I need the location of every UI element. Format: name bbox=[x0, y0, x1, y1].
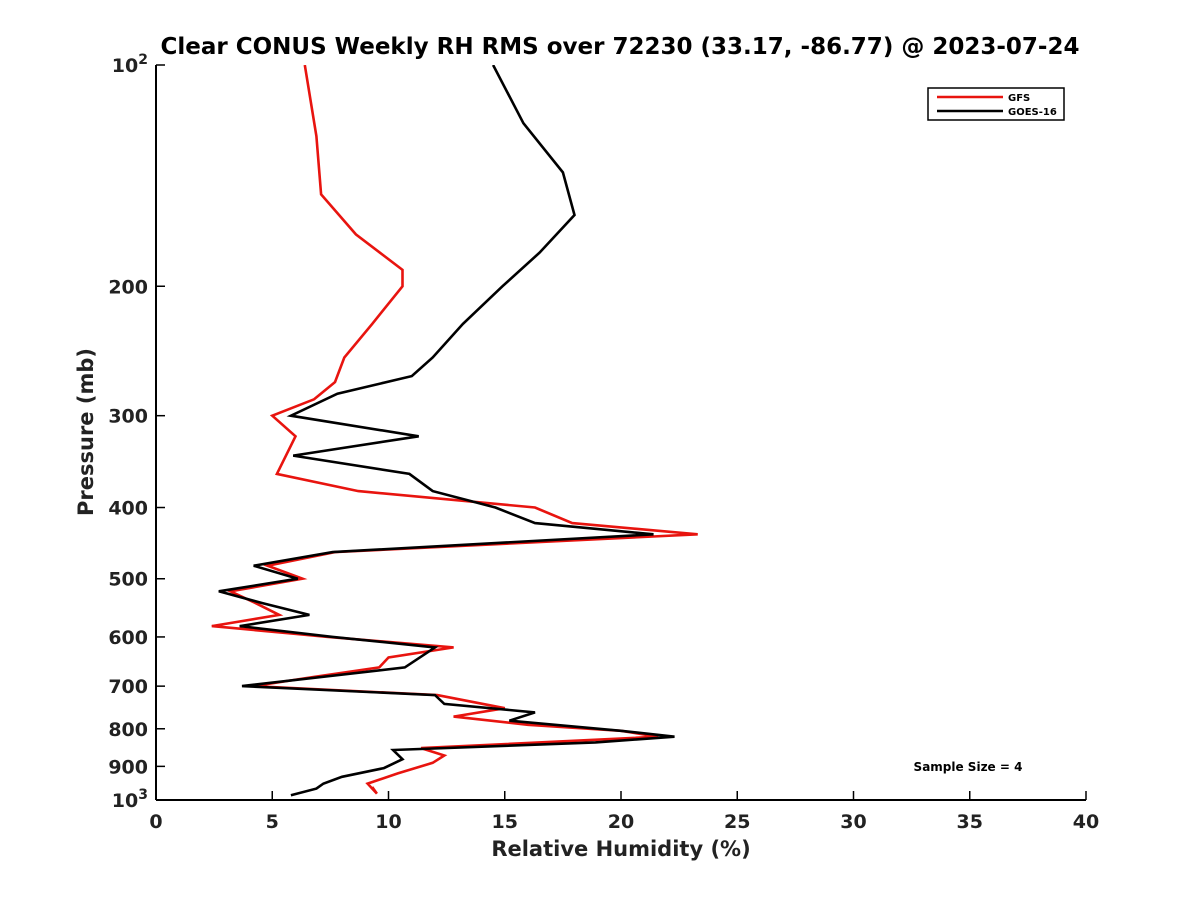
x-tick-label: 25 bbox=[724, 811, 750, 833]
y-tick-label: 103 bbox=[112, 787, 148, 812]
x-axis-label: Relative Humidity (%) bbox=[491, 837, 750, 861]
legend-box bbox=[927, 87, 1065, 121]
x-tick-label: 10 bbox=[375, 811, 401, 833]
x-tick-label: 15 bbox=[492, 811, 518, 833]
y-tick-label: 200 bbox=[108, 276, 148, 298]
y-tick-label: 400 bbox=[108, 498, 148, 520]
x-tick-label: 20 bbox=[608, 811, 634, 833]
y-tick-label: 600 bbox=[108, 627, 148, 649]
legend-label-gfs: GFS bbox=[1008, 93, 1030, 104]
chart-title: Clear CONUS Weekly RH RMS over 72230 (33… bbox=[161, 34, 1080, 60]
sample-size-annotation: Sample Size = 4 bbox=[914, 760, 1023, 774]
x-tick-label: 40 bbox=[1073, 811, 1099, 833]
series-line-gfs bbox=[211, 65, 698, 795]
y-tick-label: 102 bbox=[112, 52, 148, 77]
y-tick-label: 800 bbox=[108, 719, 148, 741]
series-line-goes16 bbox=[218, 65, 675, 797]
x-axis-ticks: 0 5 10 15 20 25 30 35 40 bbox=[149, 791, 1099, 833]
x-tick-label: 35 bbox=[957, 811, 983, 833]
x-tick-label: 5 bbox=[266, 811, 279, 833]
y-tick-label: 300 bbox=[108, 406, 148, 428]
legend: GFS GOES-16 bbox=[927, 87, 1065, 121]
legend-label-goes16: GOES-16 bbox=[1008, 107, 1057, 118]
x-tick-label: 30 bbox=[840, 811, 866, 833]
plot-area bbox=[155, 65, 1086, 801]
y-tick-label: 900 bbox=[108, 756, 148, 778]
x-tick-label: 0 bbox=[149, 811, 162, 833]
y-axis-ticks: 102 200 300 400 500 600 700 800 900 103 bbox=[108, 52, 165, 812]
y-axis-label: Pressure (mb) bbox=[74, 348, 98, 516]
y-tick-label: 700 bbox=[108, 676, 148, 698]
y-tick-label: 500 bbox=[108, 569, 148, 591]
